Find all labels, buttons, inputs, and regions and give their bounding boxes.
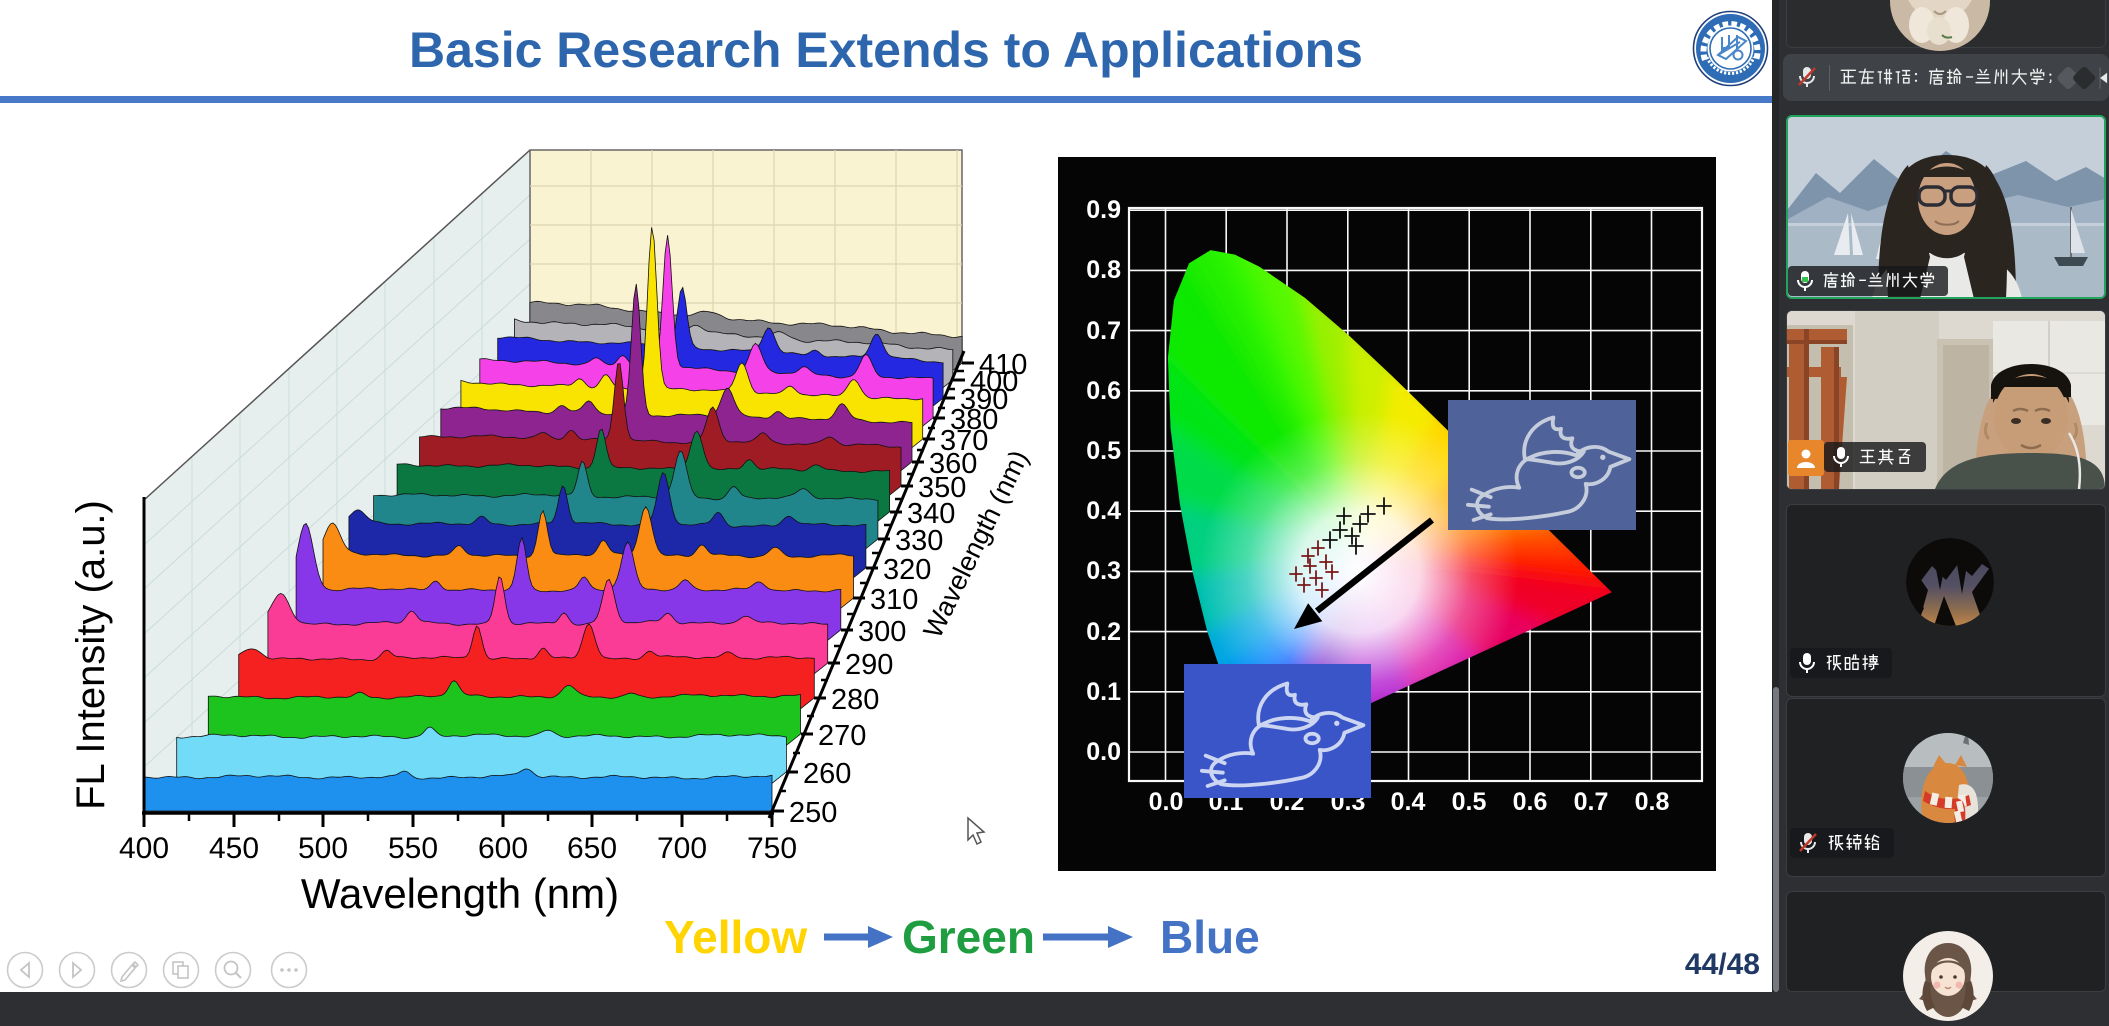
svg-text:700: 700 — [657, 832, 707, 865]
svg-text:0.0: 0.0 — [1086, 738, 1121, 766]
svg-text:330: 330 — [895, 525, 943, 557]
svg-text:320: 320 — [883, 554, 931, 586]
svg-text:300: 300 — [858, 616, 906, 648]
svg-text:360: 360 — [929, 448, 977, 480]
svg-text:Blue: Blue — [1160, 911, 1260, 963]
svg-text:750: 750 — [747, 832, 797, 865]
svg-text:310: 310 — [870, 584, 918, 616]
svg-text:Wavelength (nm): Wavelength (nm) — [301, 870, 619, 917]
svg-text:290: 290 — [845, 649, 893, 681]
svg-text:550: 550 — [388, 832, 438, 865]
svg-text:340: 340 — [907, 498, 955, 530]
svg-text:0.7: 0.7 — [1574, 788, 1609, 816]
svg-text:350: 350 — [918, 472, 966, 504]
svg-text:0.4: 0.4 — [1086, 497, 1121, 525]
svg-text:0.0: 0.0 — [1149, 788, 1184, 816]
svg-text:600: 600 — [478, 832, 528, 865]
svg-text:0.2: 0.2 — [1086, 618, 1121, 646]
svg-text:0.6: 0.6 — [1513, 788, 1548, 816]
svg-text:0.1: 0.1 — [1086, 678, 1121, 706]
svg-text:500: 500 — [298, 832, 348, 865]
svg-text:400: 400 — [970, 366, 1018, 398]
svg-text:0.6: 0.6 — [1086, 377, 1121, 405]
svg-text:Yellow: Yellow — [664, 911, 807, 963]
svg-text:410: 410 — [979, 349, 1027, 381]
svg-text:270: 270 — [818, 720, 866, 752]
svg-text:0.5: 0.5 — [1086, 437, 1121, 465]
svg-text:0.8: 0.8 — [1086, 256, 1121, 284]
svg-text:450: 450 — [209, 832, 259, 865]
svg-text:0.7: 0.7 — [1086, 317, 1121, 345]
svg-text:FL Intensity (a.u.): FL Intensity (a.u.) — [69, 500, 113, 810]
svg-text:250: 250 — [789, 797, 837, 829]
svg-text:260: 260 — [803, 758, 851, 790]
svg-text:390: 390 — [960, 384, 1008, 416]
svg-text:0.8: 0.8 — [1635, 788, 1670, 816]
svg-text:650: 650 — [567, 832, 617, 865]
svg-text:0.3: 0.3 — [1086, 557, 1121, 585]
svg-text:370: 370 — [940, 425, 988, 457]
svg-text:Green: Green — [902, 911, 1035, 963]
svg-text:380: 380 — [950, 404, 998, 436]
svg-text:280: 280 — [831, 684, 879, 716]
svg-text:0.9: 0.9 — [1086, 196, 1121, 224]
svg-text:0.5: 0.5 — [1452, 788, 1487, 816]
svg-text:400: 400 — [119, 832, 169, 865]
svg-text:0.4: 0.4 — [1391, 788, 1426, 816]
